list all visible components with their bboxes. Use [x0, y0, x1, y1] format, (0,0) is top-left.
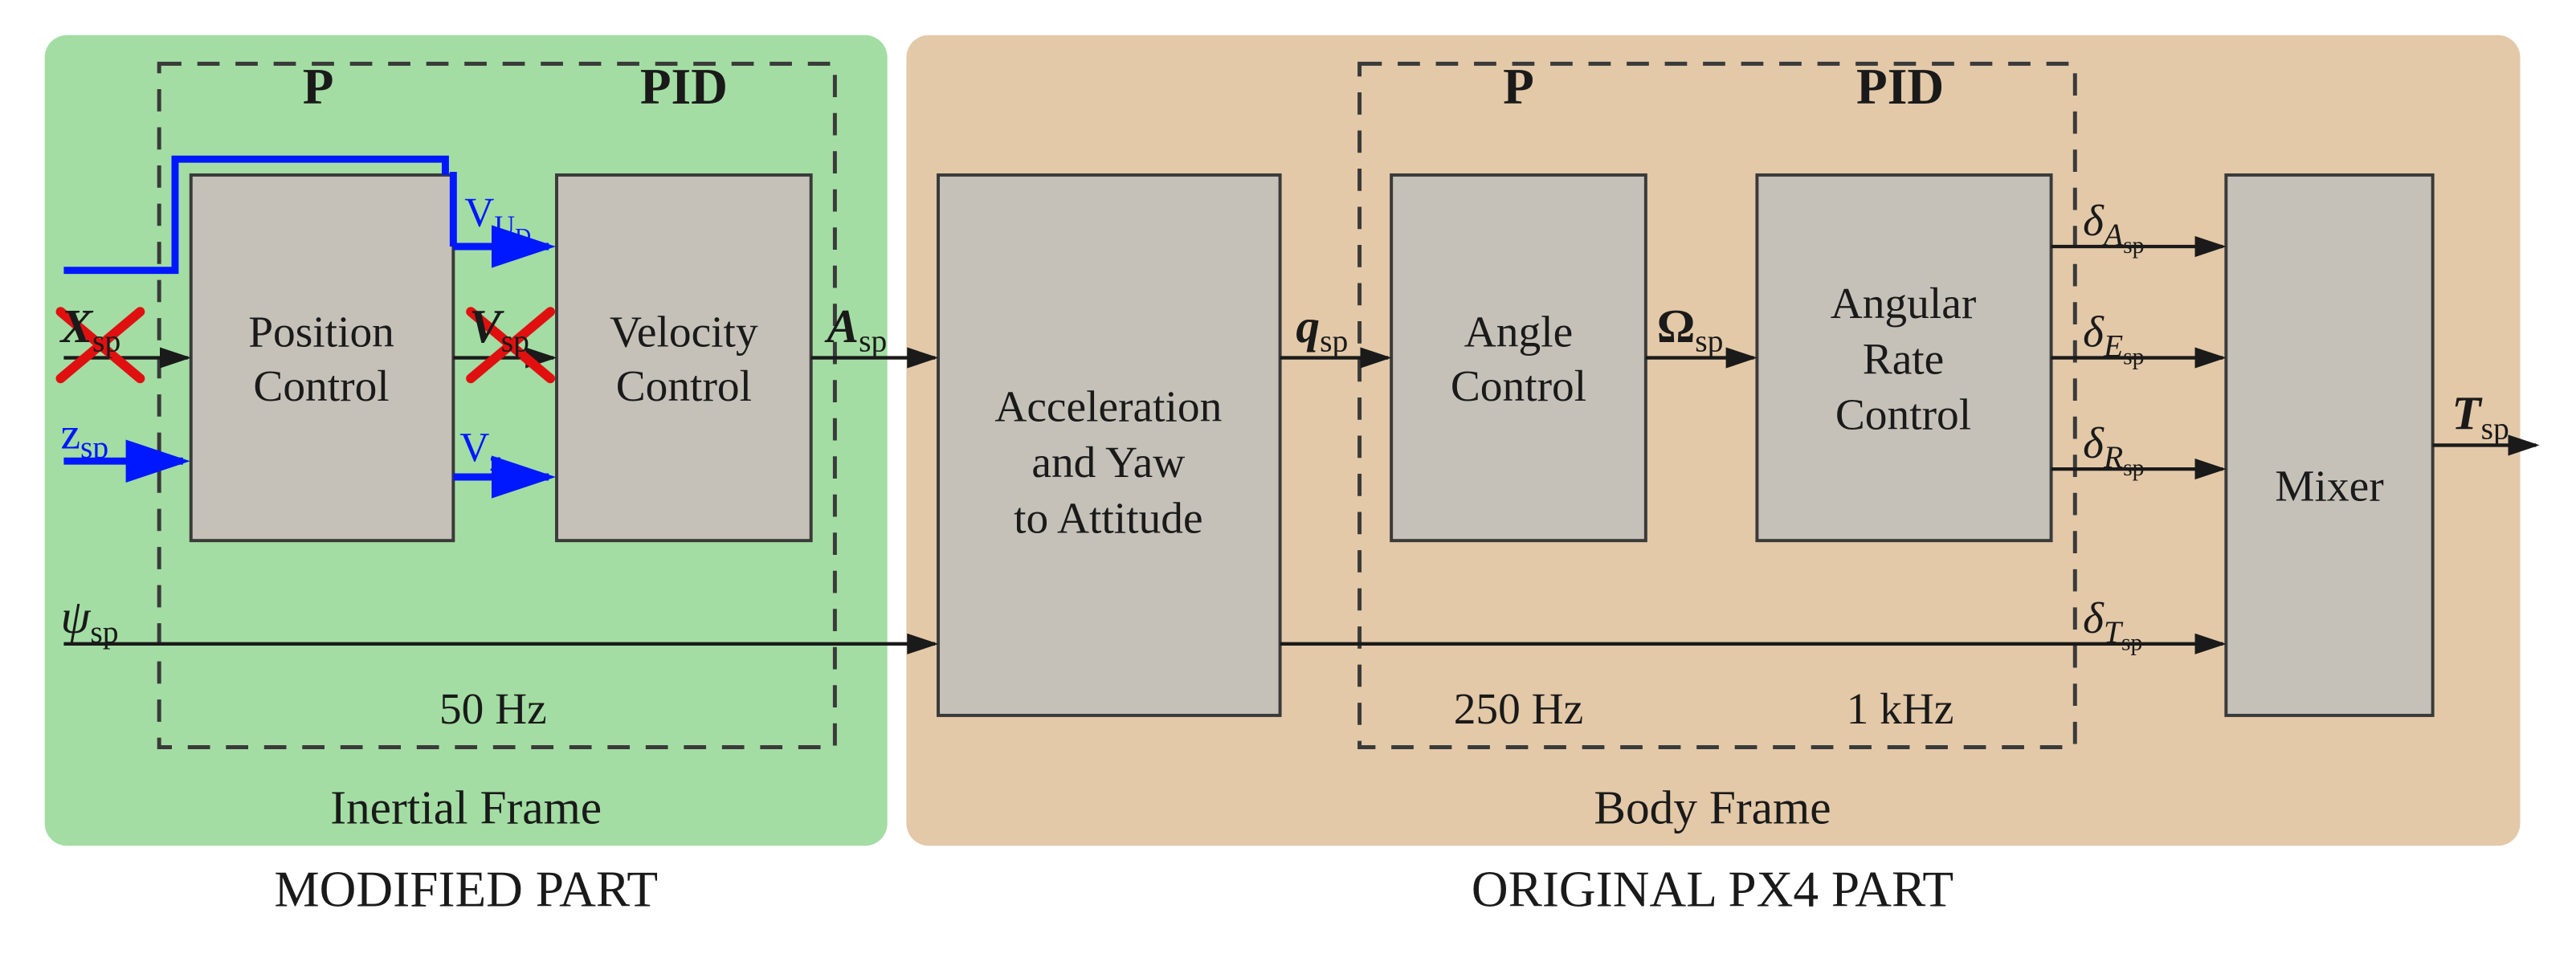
svg-text:Control: Control: [1835, 390, 1971, 439]
svg-text:Mixer: Mixer: [2275, 462, 2383, 511]
svg-text:Acceleration: Acceleration: [994, 382, 1222, 431]
label-body: Body Frame: [1594, 781, 1831, 834]
svg-text:Angle: Angle: [1464, 308, 1573, 357]
header-pid-left: PID: [640, 59, 728, 115]
svg-text:Control: Control: [616, 361, 752, 410]
control-diagram: P PID P PID Position Control Velocity Co…: [16, 16, 2560, 946]
svg-text:Position: Position: [248, 308, 394, 357]
svg-text:Control: Control: [253, 361, 389, 410]
svg-text:Velocity: Velocity: [610, 308, 758, 357]
velocity-control-block: Velocity Control: [557, 175, 811, 540]
position-control-block: Position Control: [191, 175, 454, 540]
mixer-block: Mixer: [2226, 175, 2432, 715]
title-original: ORIGINAL PX4 PART: [1472, 861, 1953, 917]
header-p-left: P: [303, 59, 334, 115]
label-inertial: Inertial Frame: [330, 781, 602, 834]
svg-text:Rate: Rate: [1863, 334, 1945, 383]
header-p-right: P: [1503, 59, 1534, 115]
svg-text:and Yaw: and Yaw: [1031, 438, 1185, 487]
freq-50: 50 Hz: [439, 684, 547, 733]
angle-control-block: Angle Control: [1391, 175, 1646, 540]
rate-control-block: Angular Rate Control: [1757, 175, 2051, 540]
svg-text:to Attitude: to Attitude: [1014, 493, 1202, 542]
accel-yaw-block: Acceleration and Yaw to Attitude: [938, 175, 1280, 715]
svg-text:Control: Control: [1451, 361, 1586, 410]
freq-250: 250 Hz: [1454, 684, 1584, 733]
header-pid-right: PID: [1856, 59, 1944, 115]
title-modified: MODIFIED PART: [274, 861, 658, 917]
freq-1k: 1 kHz: [1847, 684, 1954, 733]
svg-text:Angular: Angular: [1831, 279, 1977, 328]
